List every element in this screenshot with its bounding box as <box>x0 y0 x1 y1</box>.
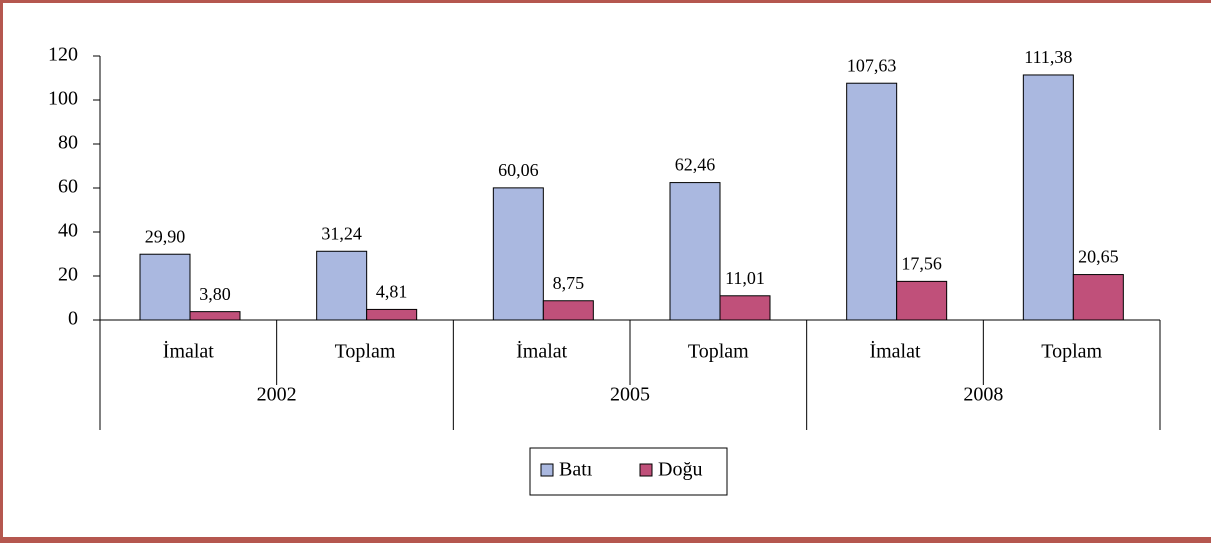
bar <box>139 253 191 321</box>
value-label: 111,38 <box>1024 47 1072 67</box>
y-tick-label: 60 <box>58 176 78 198</box>
bar <box>896 280 948 321</box>
y-tick-label: 120 <box>48 44 78 66</box>
bar <box>492 187 544 321</box>
frame-left <box>0 0 3 543</box>
bar <box>189 311 241 321</box>
x-tick-label: Toplam <box>1041 341 1102 363</box>
bar <box>846 82 898 321</box>
value-label: 3,80 <box>199 284 231 304</box>
legend-label: Doğu <box>658 459 702 481</box>
value-label: 60,06 <box>498 160 539 180</box>
y-tick-label: 100 <box>48 88 78 110</box>
bar <box>1072 274 1124 321</box>
frame-top <box>0 0 1211 3</box>
value-label: 20,65 <box>1078 247 1119 267</box>
bar <box>1022 74 1074 321</box>
bar <box>719 295 771 321</box>
value-label: 62,46 <box>675 155 716 175</box>
y-tick-label: 0 <box>68 308 78 330</box>
value-label: 11,01 <box>725 268 765 288</box>
value-label: 4,81 <box>376 282 408 302</box>
y-tick-label: 40 <box>58 220 78 242</box>
value-label: 107,63 <box>847 55 897 75</box>
value-label: 8,75 <box>553 273 585 293</box>
group-label: 2002 <box>257 384 297 406</box>
frame-bottom <box>0 537 1211 543</box>
legend-box <box>529 447 728 496</box>
legend-swatch <box>639 463 653 477</box>
bar <box>669 182 721 321</box>
value-label: 29,90 <box>145 226 186 246</box>
value-label: 17,56 <box>901 253 942 273</box>
bar <box>316 250 368 321</box>
group-label: 2005 <box>610 384 650 406</box>
value-label: 31,24 <box>321 223 362 243</box>
x-tick-label: Toplam <box>335 341 396 363</box>
x-tick-label: İmalat <box>163 340 215 363</box>
y-tick-label: 80 <box>58 132 78 154</box>
bar <box>366 308 418 321</box>
x-tick-label: İmalat <box>869 340 921 363</box>
group-label: 2008 <box>963 384 1003 406</box>
y-tick-label: 20 <box>58 264 78 286</box>
x-tick-label: İmalat <box>516 340 568 363</box>
x-tick-label: Toplam <box>688 341 749 363</box>
bar <box>542 300 594 321</box>
legend-label: Batı <box>559 459 593 481</box>
legend-swatch <box>540 463 554 477</box>
